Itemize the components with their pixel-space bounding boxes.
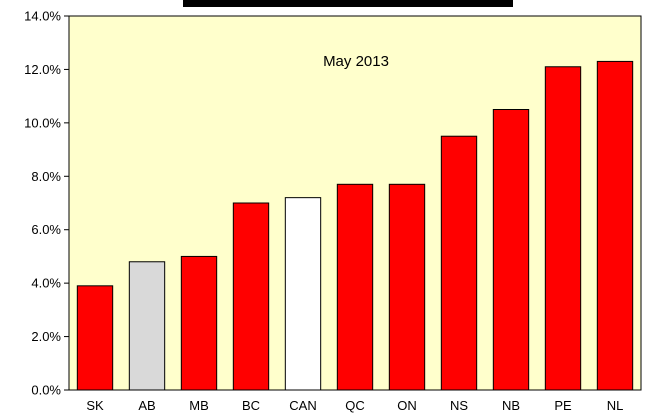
bar-nb	[492, 109, 530, 391]
y-axis: 0.0% 2.0% 4.0% 6.0% 8.0% 10.0% 12.0% 14.0%	[24, 9, 69, 398]
x-tick-label: NB	[502, 398, 520, 413]
y-tick-label: 8.0%	[31, 169, 61, 184]
x-tick-label: AB	[138, 398, 155, 413]
bar-qc	[336, 183, 374, 391]
x-tick-label: SK	[86, 398, 104, 413]
y-tick-label: 4.0%	[31, 276, 61, 291]
bar-on	[388, 183, 426, 391]
x-tick-label: NL	[607, 398, 624, 413]
bar-nl	[596, 60, 634, 391]
y-tick-label: 2.0%	[31, 329, 61, 344]
x-tick-label: QC	[345, 398, 365, 413]
bar-bc	[232, 202, 270, 391]
x-tick-label: BC	[242, 398, 260, 413]
y-tick-label: 10.0%	[24, 115, 61, 130]
y-tick-label: 14.0%	[24, 9, 61, 24]
bar-ab	[128, 261, 166, 391]
bar-ns	[440, 135, 478, 391]
title-bar	[183, 0, 513, 7]
x-axis: SK AB MB BC CAN QC ON NS NB PE NL	[86, 398, 623, 413]
period-annotation: May 2013	[323, 53, 389, 70]
x-tick-label: MB	[189, 398, 209, 413]
x-tick-label: CAN	[289, 398, 316, 413]
bar-can	[284, 197, 322, 391]
bar-pe	[544, 66, 582, 391]
bar-mb	[180, 255, 218, 391]
bars	[76, 60, 634, 391]
x-tick-label: PE	[554, 398, 572, 413]
x-tick-label: ON	[397, 398, 417, 413]
x-tick-label: NS	[450, 398, 468, 413]
y-tick-label: 6.0%	[31, 222, 61, 237]
y-tick-label: 0.0%	[31, 383, 61, 398]
bar-sk	[76, 285, 114, 391]
y-tick-label: 12.0%	[24, 62, 61, 77]
